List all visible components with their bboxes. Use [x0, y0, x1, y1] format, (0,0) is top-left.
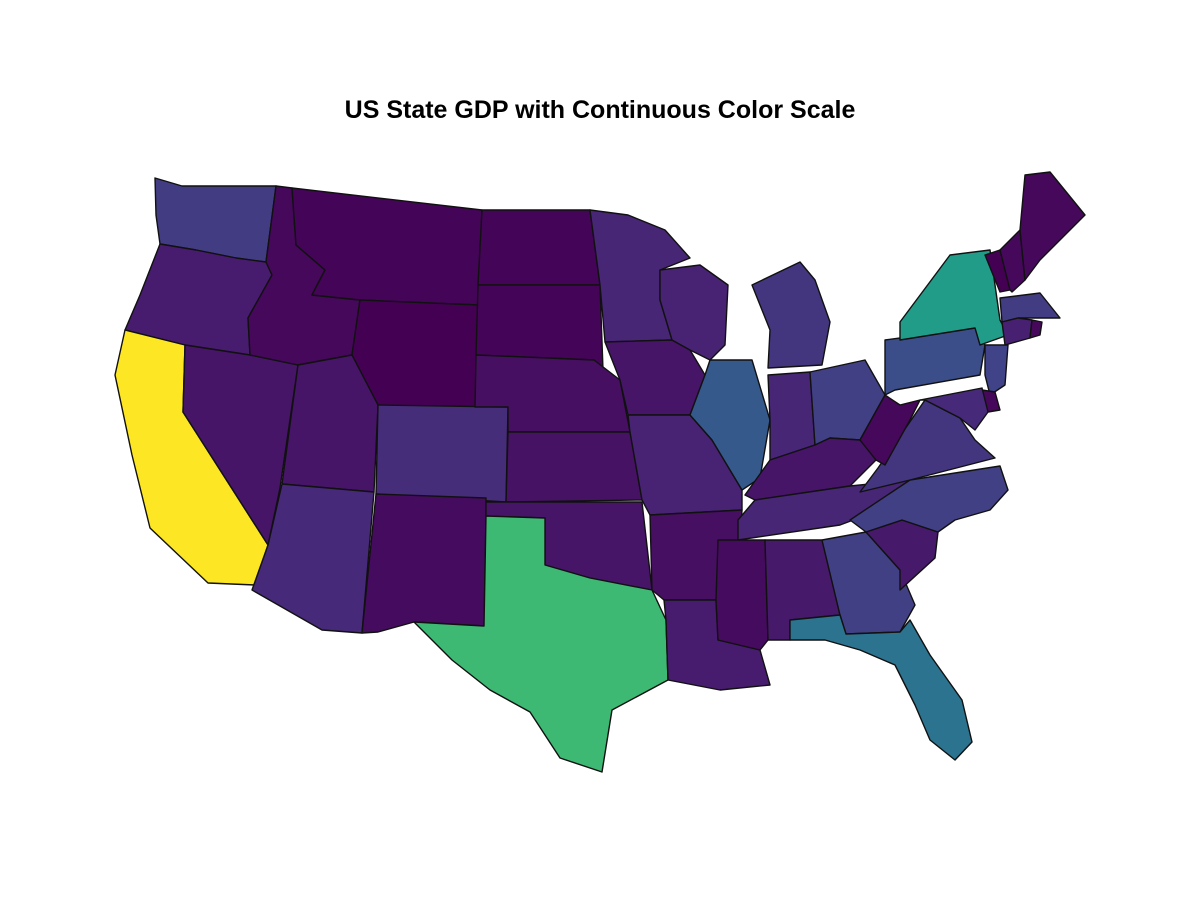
state-co: [375, 404, 509, 503]
state-ms: [715, 539, 769, 651]
state-md: [919, 387, 989, 431]
state-ct: [1001, 317, 1033, 346]
state-ma: [999, 292, 1061, 323]
state-il: [689, 359, 771, 491]
state-nd: [477, 209, 601, 286]
state-nh: [999, 229, 1026, 293]
state-tx: [413, 515, 669, 773]
state-mi: [751, 261, 831, 369]
state-me: [1019, 171, 1086, 281]
state-ks: [505, 431, 643, 503]
state-ut: [281, 354, 379, 493]
state-az: [251, 483, 375, 634]
state-nm: [361, 493, 487, 634]
state-fl: [789, 614, 973, 761]
state-mt: [291, 187, 483, 306]
state-nc: [849, 465, 1009, 533]
state-wv: [859, 394, 921, 466]
state-ri: [1029, 319, 1043, 339]
state-nj: [984, 344, 1009, 396]
chart-title: US State GDP with Continuous Color Scale: [344, 96, 856, 124]
